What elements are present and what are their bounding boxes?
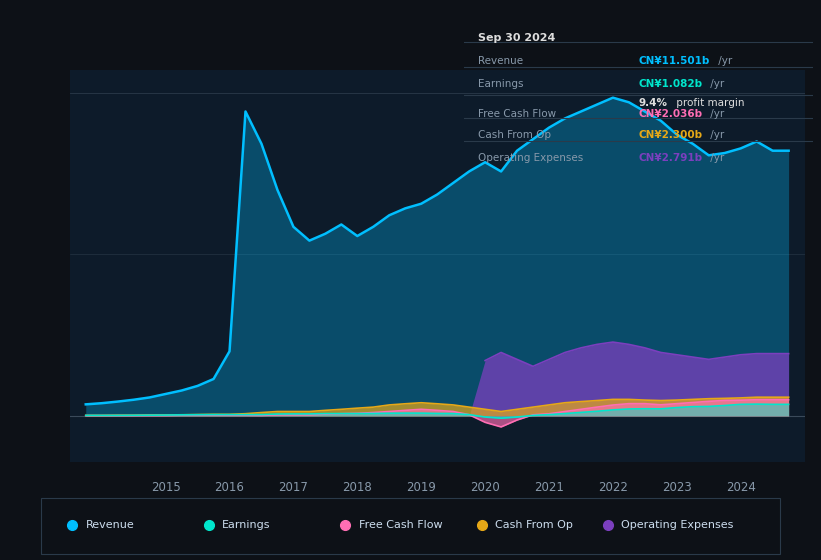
Text: 2018: 2018 (342, 482, 372, 494)
Text: profit margin: profit margin (673, 98, 745, 108)
Text: /yr: /yr (708, 153, 725, 164)
Text: CN¥2.791b: CN¥2.791b (639, 153, 703, 164)
Text: -CN¥2b: -CN¥2b (0, 559, 1, 560)
Text: Earnings: Earnings (222, 520, 271, 530)
Text: /yr: /yr (715, 57, 732, 66)
Text: CN¥0: CN¥0 (0, 559, 1, 560)
Text: Cash From Op: Cash From Op (496, 520, 573, 530)
Text: 2023: 2023 (662, 482, 691, 494)
Text: Operating Expenses: Operating Expenses (478, 153, 583, 164)
Text: 2022: 2022 (598, 482, 628, 494)
Text: CN¥11.501b: CN¥11.501b (639, 57, 709, 66)
Text: Revenue: Revenue (85, 520, 134, 530)
Text: /yr: /yr (708, 130, 725, 140)
Text: 9.4%: 9.4% (639, 98, 667, 108)
Text: Cash From Op: Cash From Op (478, 130, 551, 140)
Text: 2021: 2021 (534, 482, 564, 494)
Text: 2020: 2020 (470, 482, 500, 494)
Text: CN¥2.300b: CN¥2.300b (639, 130, 703, 140)
Text: CN¥14b: CN¥14b (0, 559, 1, 560)
Text: 2024: 2024 (726, 482, 755, 494)
Text: Sep 30 2024: Sep 30 2024 (478, 33, 555, 43)
Text: /yr: /yr (708, 80, 725, 90)
Text: Revenue: Revenue (478, 57, 523, 66)
Text: Free Cash Flow: Free Cash Flow (359, 520, 443, 530)
Text: Free Cash Flow: Free Cash Flow (478, 109, 556, 119)
Text: Earnings: Earnings (478, 80, 523, 90)
Text: 2016: 2016 (214, 482, 245, 494)
Text: 2019: 2019 (406, 482, 436, 494)
Text: CN¥1.082b: CN¥1.082b (639, 80, 703, 90)
Text: 2015: 2015 (151, 482, 181, 494)
Text: Operating Expenses: Operating Expenses (621, 520, 733, 530)
Text: /yr: /yr (708, 109, 725, 119)
Text: CN¥2.036b: CN¥2.036b (639, 109, 703, 119)
Text: 2017: 2017 (278, 482, 309, 494)
